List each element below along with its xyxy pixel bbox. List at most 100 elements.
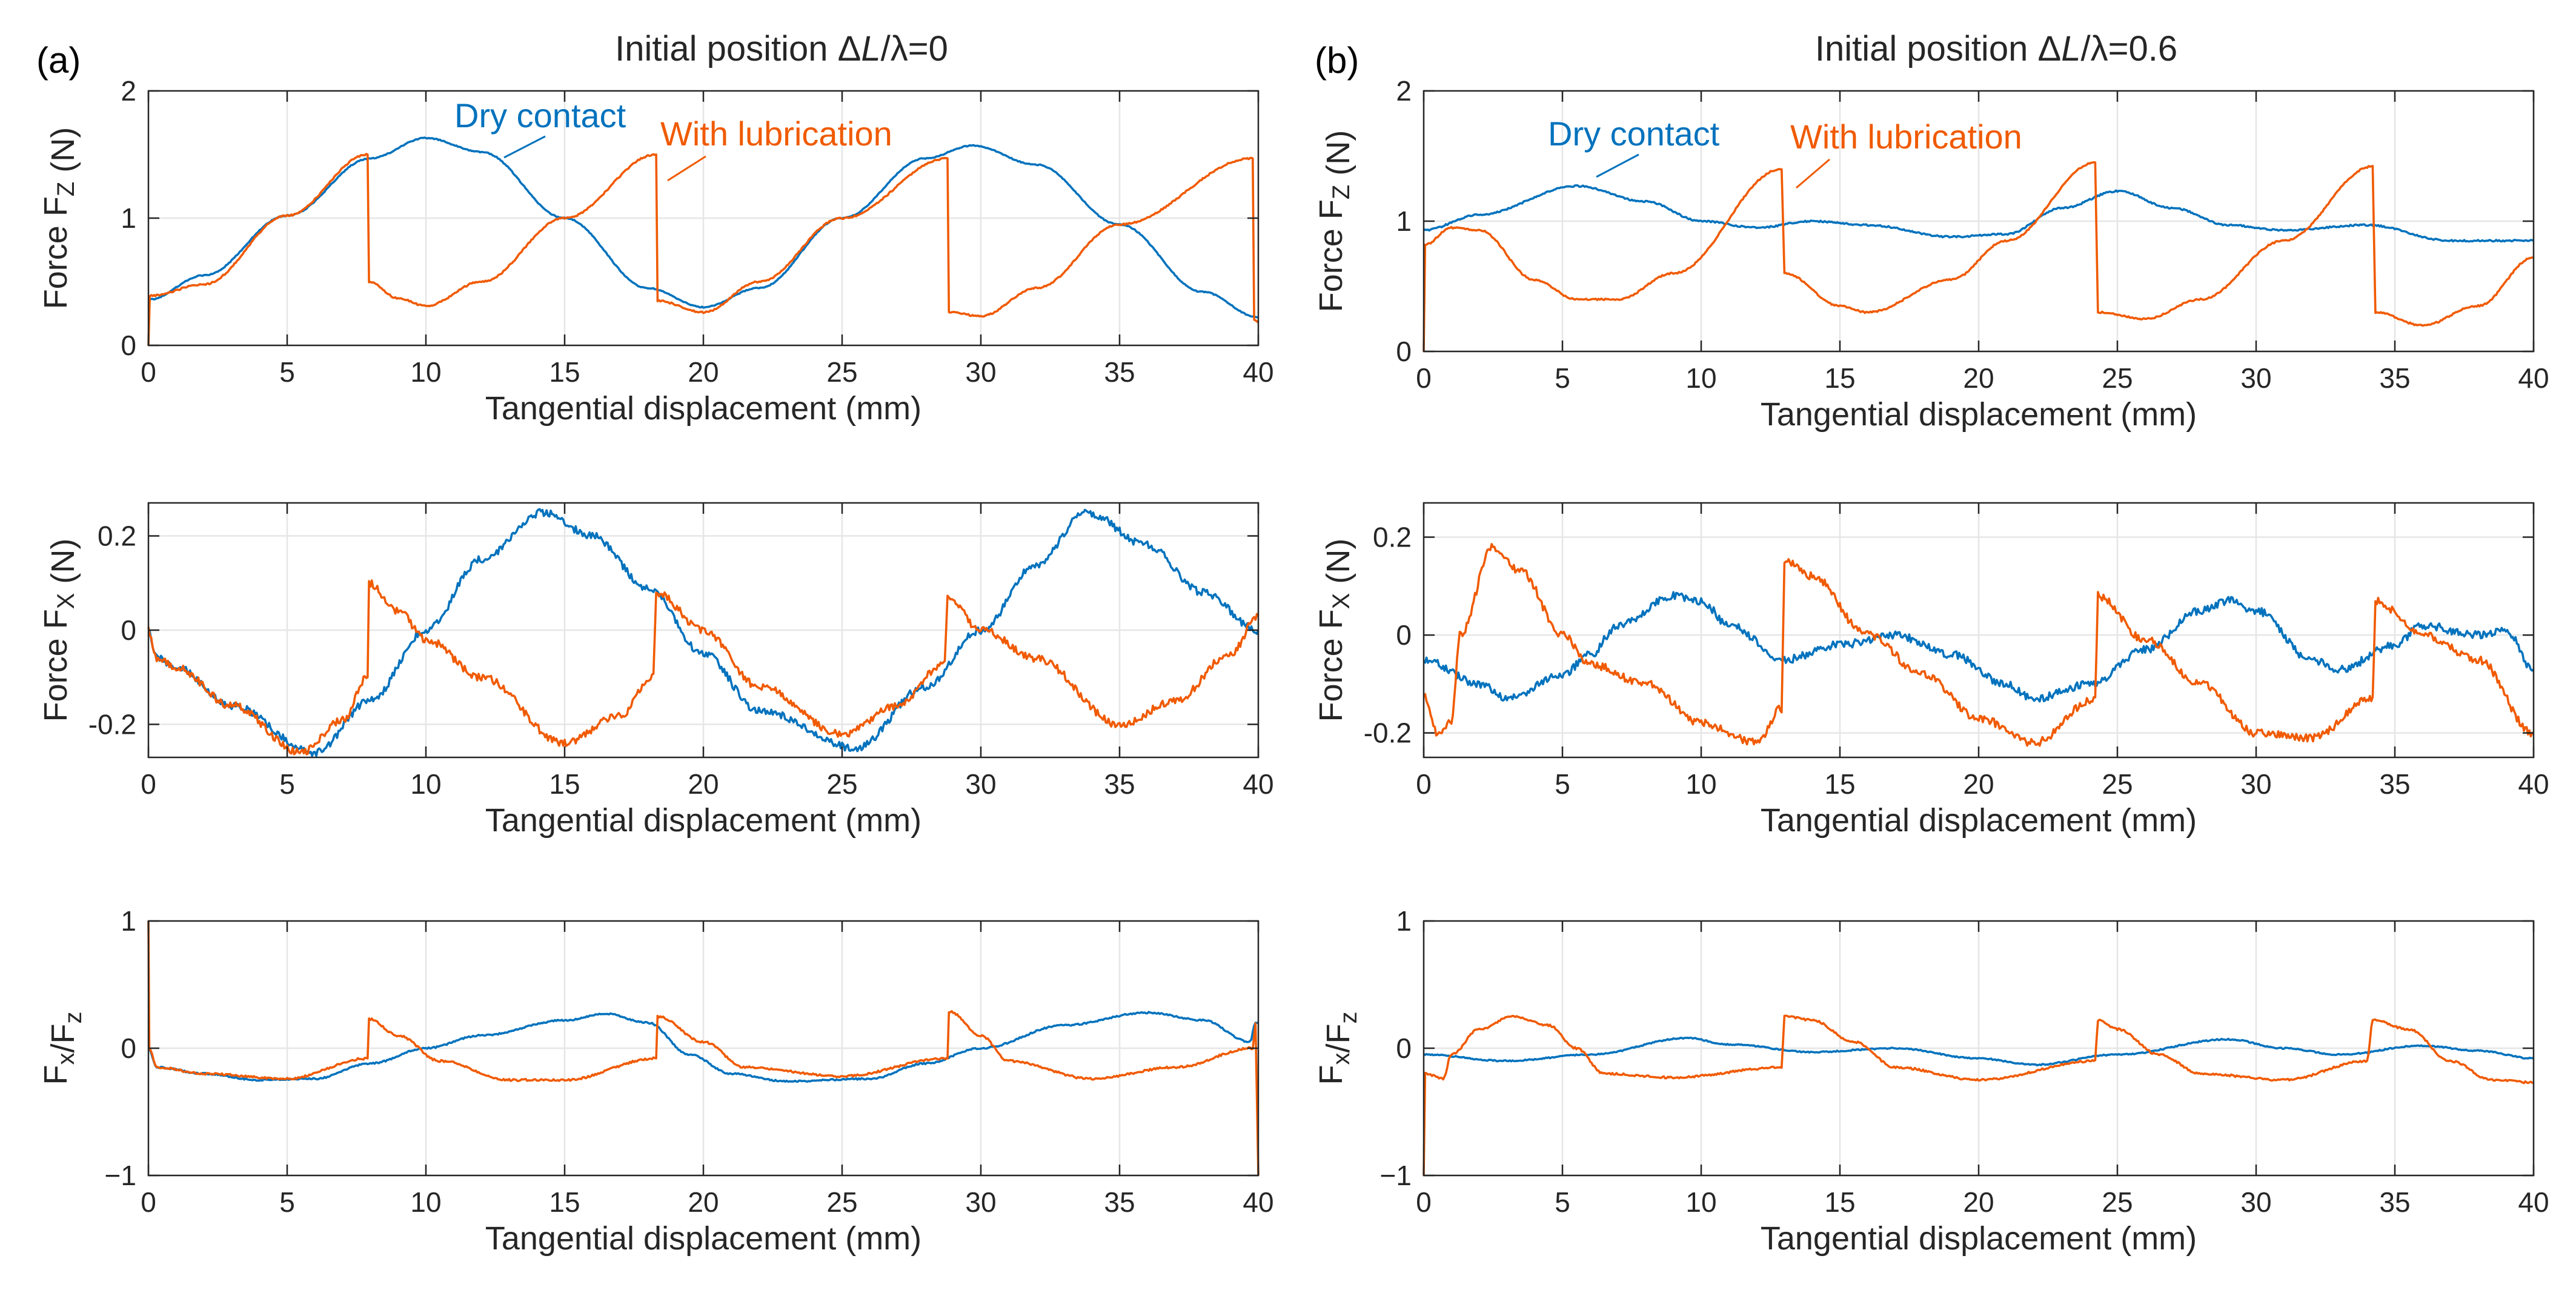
- y-tick-label: 0: [121, 330, 136, 361]
- y-title-subscript: Z: [1328, 185, 1355, 199]
- y-tick-label: 0.2: [1373, 522, 1412, 553]
- annot-a-dry-leader: [503, 135, 546, 159]
- y-title-unit: (N): [1320, 130, 1356, 185]
- panel-a-title: Initial position ΔL/λ=0: [615, 29, 948, 68]
- annot-a-lub: With lubrication: [660, 115, 892, 153]
- y-tick-label: 1: [121, 202, 136, 234]
- x-tick-label: 5: [1555, 768, 1570, 800]
- x-tick-label: 0: [141, 356, 156, 388]
- x-tick-label: 35: [2379, 1186, 2410, 1218]
- y-title-subscript: X: [1328, 593, 1355, 610]
- series-group: [1422, 161, 2534, 352]
- x-tick-label: 10: [1685, 362, 1716, 394]
- y-title-subscript-2: z: [1335, 1012, 1362, 1024]
- x-tick-label: 5: [279, 768, 295, 800]
- y-title-mid: /F: [1320, 1024, 1356, 1053]
- y-title-unit: (N): [45, 127, 81, 182]
- panel-a-letter: (a): [36, 40, 81, 81]
- x-tick-label: 10: [1685, 768, 1716, 800]
- x-tick-label: 5: [1555, 1186, 1570, 1218]
- x-tick-label: 10: [410, 768, 441, 800]
- panel-a-title-prefix: Initial position Δ: [615, 29, 861, 68]
- x-tick-label: 40: [2518, 1186, 2549, 1218]
- x-tick-label: 15: [1824, 362, 1855, 394]
- x-tick-label: 25: [2102, 768, 2133, 800]
- annot-b-dry-leader: [1596, 153, 1639, 178]
- series-line-dry-contact: [1423, 1036, 2534, 1067]
- y-tick-label: 0: [121, 614, 136, 646]
- x-tick-label: 10: [410, 356, 441, 388]
- x-tick-label: 40: [2518, 768, 2549, 800]
- y-title-unit: (N): [1320, 539, 1356, 593]
- y-title-main: Force F: [38, 609, 74, 722]
- y-axis-title: Force FZ (N): [38, 127, 81, 309]
- x-tick-label: 15: [549, 356, 580, 388]
- x-tick-label: 5: [279, 356, 295, 388]
- y-tick-label: 0: [1396, 336, 1412, 367]
- x-tick-label: 0: [141, 1186, 156, 1218]
- series-group: [147, 136, 1260, 346]
- y-title-main: Force F: [1313, 609, 1349, 722]
- y-tick-label: 1: [1396, 905, 1412, 937]
- x-tick-label: 35: [2379, 362, 2410, 394]
- panel-b-letter: (b): [1315, 40, 1359, 81]
- y-title-unit: (N): [45, 539, 81, 593]
- x-axis-title: Tangential displacement (mm): [485, 1220, 921, 1257]
- x-tick-label: 25: [826, 356, 857, 388]
- x-tick-label: 30: [965, 356, 996, 388]
- x-tick-label: 40: [1243, 356, 1273, 388]
- x-tick-label: 20: [688, 768, 719, 800]
- y-tick-label: −1: [1380, 1160, 1412, 1191]
- x-tick-label: 25: [2102, 1186, 2133, 1218]
- x-tick-label: 40: [1243, 768, 1273, 800]
- y-tick-label: 2: [1396, 75, 1412, 107]
- y-title-main: Force F: [38, 196, 74, 309]
- x-tick-label: 0: [1416, 362, 1432, 394]
- x-tick-label: 40: [2518, 362, 2549, 394]
- series-line-dry-contact: [1423, 184, 2534, 243]
- x-axis-title: Tangential displacement (mm): [1761, 396, 2197, 433]
- y-title-main: Force F: [1313, 199, 1349, 312]
- x-tick-label: 10: [410, 1186, 441, 1218]
- y-tick-label: 1: [1396, 205, 1412, 237]
- x-tick-label: 30: [2240, 768, 2271, 800]
- x-tick-label: 20: [688, 1186, 719, 1218]
- y-axis-title: Fx/Fz: [1313, 1012, 1362, 1085]
- x-tick-label: 0: [1416, 1186, 1432, 1218]
- series-line-with-lubrication: [1422, 161, 2534, 352]
- series-line-dry-contact: [147, 1011, 1259, 1083]
- x-tick-label: 15: [1824, 1186, 1855, 1218]
- panel-b-title-suffix: /λ=0.6: [2080, 29, 2177, 68]
- x-tick-label: 35: [1104, 356, 1135, 388]
- y-title-subscript: x: [1328, 1053, 1355, 1065]
- annot-a-lub-leader: [667, 155, 706, 182]
- series-group: [147, 508, 1260, 757]
- x-tick-label: 15: [549, 768, 580, 800]
- x-tick-label: 15: [549, 1186, 580, 1218]
- x-tick-label: 5: [279, 1186, 295, 1218]
- x-tick-label: 15: [1824, 768, 1855, 800]
- x-tick-label: 10: [1685, 1186, 1716, 1218]
- panel-b-title: Initial position ΔL/λ=0.6: [1815, 29, 2177, 68]
- series-line-dry-contact: [1423, 591, 2535, 703]
- y-axis-title: Force FX (N): [1313, 539, 1356, 722]
- y-tick-label: 0: [1396, 619, 1412, 651]
- x-axis-title: Tangential displacement (mm): [485, 802, 921, 839]
- y-tick-label: 0: [121, 1032, 136, 1064]
- x-tick-label: 25: [826, 1186, 857, 1218]
- x-tick-label: 20: [1963, 768, 1994, 800]
- y-title-subscript: x: [53, 1053, 79, 1065]
- x-tick-label: 30: [2240, 362, 2271, 394]
- series-group: [147, 920, 1260, 1176]
- x-tick-label: 30: [965, 768, 996, 800]
- series-line-with-lubrication: [1422, 1014, 2534, 1176]
- y-tick-label: 0: [1396, 1032, 1412, 1064]
- series-line-dry-contact: [147, 508, 1260, 757]
- x-tick-label: 20: [1963, 1186, 1994, 1218]
- series-line-with-lubrication: [147, 153, 1260, 346]
